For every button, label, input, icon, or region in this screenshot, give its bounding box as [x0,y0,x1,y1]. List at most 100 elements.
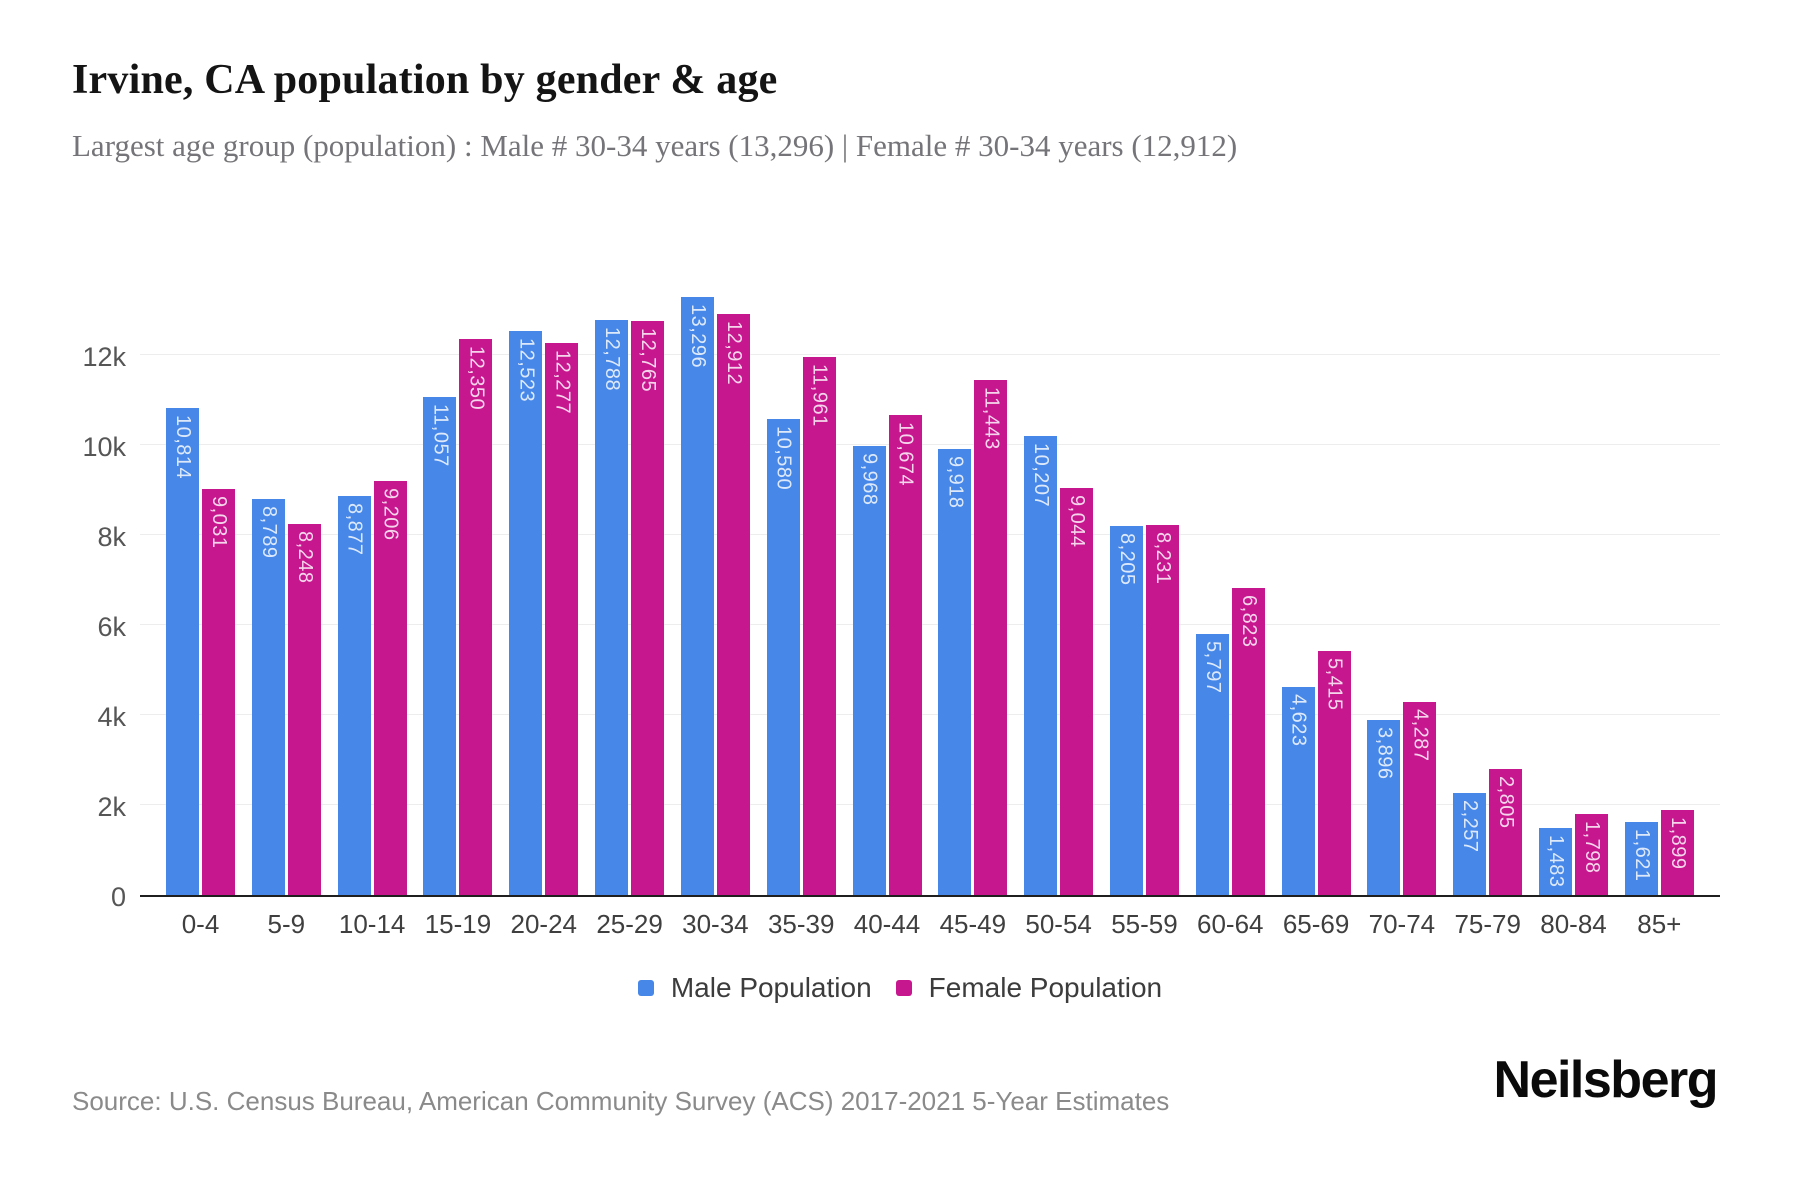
bar-group-40-44: 9,968 10,674 40-44 [852,257,922,939]
bar-value-label: 4,287 [1409,709,1432,762]
x-axis-label-40-44: 40-44 [853,909,921,939]
bar-group-25-29: 12,788 12,765 25-29 [595,257,665,939]
bar-value-label: 3,896 [1373,727,1396,780]
x-axis-label-45-49: 45-49 [939,909,1007,939]
chart-region: 0 2k 4k 6k 8k 10k 12k 10,814 9,031 0-4 8,789 8,248… [0,257,1800,939]
bar-value-label: 11,443 [980,387,1003,450]
bar-female-0-4[interactable]: 9,031 [202,489,235,895]
bar-value-label: 10,207 [1030,443,1053,508]
bar-male-50-54[interactable]: 10,207 [1024,436,1058,895]
bar-female-50-54[interactable]: 9,044 [1060,488,1094,895]
bar-group-75-79: 2,257 2,805 75-79 [1453,257,1523,939]
x-axis-label-0-4: 0-4 [181,909,220,939]
bar-male-55-59[interactable]: 8,205 [1109,526,1143,895]
bar-value-label: 12,912 [722,321,745,386]
bar-female-85[interactable]: 1,899 [1660,810,1694,895]
bar-male-75-79[interactable]: 2,257 [1453,793,1487,895]
bar-male-85[interactable]: 1,621 [1624,822,1658,895]
bar-female-55-59[interactable]: 8,231 [1145,525,1179,895]
bar-group-15-19: 11,057 12,350 15-19 [423,257,493,939]
bar-value-label: 1,899 [1666,817,1689,870]
bar-value-label: 11,057 [429,404,452,467]
bar-female-5-9[interactable]: 8,248 [287,524,321,895]
bar-male-70-74[interactable]: 3,896 [1367,720,1401,895]
bar-value-label: 12,277 [551,350,574,415]
x-axis-label-15-19: 15-19 [424,909,492,939]
gridline-2k [140,804,1720,805]
bar-female-70-74[interactable]: 4,287 [1403,702,1437,895]
bar-female-30-34[interactable]: 12,912 [716,314,750,895]
bar-male-5-9[interactable]: 8,789 [251,499,285,895]
bar-group-60-64: 5,797 6,823 60-64 [1195,257,1265,939]
bar-value-label: 11,961 [808,364,831,427]
bar-group-10-14: 8,877 9,206 10-14 [337,257,407,939]
bar-male-0-4[interactable]: 10,814 [166,408,199,895]
bar-female-60-64[interactable]: 6,823 [1231,588,1265,895]
bar-value-label: 9,918 [944,456,967,509]
bar-female-35-39[interactable]: 11,961 [802,357,836,895]
bar-female-10-14[interactable]: 9,206 [373,481,407,895]
bar-group-65-69: 4,623 5,415 65-69 [1281,257,1351,939]
gridline-6k [140,624,1720,625]
x-axis-label-55-59: 55-59 [1111,909,1178,939]
bar-male-45-49[interactable]: 9,918 [938,449,972,895]
source-text: Source: U.S. Census Bureau, American Com… [72,1086,1170,1116]
bar-value-label: 1,798 [1581,821,1603,874]
y-axis: 0 2k 4k 6k 8k 10k 12k [0,257,126,912]
legend-marker-icon [895,980,912,996]
bar-group-50-54: 10,207 9,044 50-54 [1024,257,1094,939]
gridline-8k [140,534,1720,535]
bar-female-65-69[interactable]: 5,415 [1317,651,1351,895]
y-axis-tick-12k: 12k [82,342,126,372]
gridline-4k [140,714,1720,715]
bar-value-label: 10,580 [772,426,795,491]
bar-female-40-44[interactable]: 10,674 [888,415,922,895]
x-axis-label-65-69: 65-69 [1282,909,1350,939]
plot-area: 10,814 9,031 0-4 8,789 8,248 5-9 8,877 9,206 10-… [140,257,1720,939]
y-axis-tick-8k: 8k [97,522,126,552]
bar-value-label: 5,797 [1201,641,1224,694]
x-axis-label-50-54: 50-54 [1025,909,1092,939]
bar-female-75-79[interactable]: 2,805 [1489,769,1523,895]
bar-male-80-84[interactable]: 1,483 [1539,828,1572,895]
page-title: Irvine, CA population by gender & age [72,57,778,103]
bar-group-45-49: 9,918 11,443 45-49 [938,257,1008,939]
bar-value-label: 9,031 [208,496,230,549]
bar-male-35-39[interactable]: 10,580 [766,419,800,895]
bar-group-70-74: 3,896 4,287 70-74 [1367,257,1437,939]
bar-value-label: 12,765 [637,328,660,393]
y-axis-tick-2k: 2k [97,792,126,822]
x-axis-label-60-64: 60-64 [1197,909,1264,939]
bar-value-label: 9,206 [379,488,402,541]
bar-male-65-69[interactable]: 4,623 [1281,687,1315,895]
bar-value-label: 2,805 [1495,776,1518,829]
y-axis-tick-6k: 6k [97,612,126,642]
bar-male-25-29[interactable]: 12,788 [595,320,629,895]
bar-female-25-29[interactable]: 12,765 [631,321,665,895]
bar-value-label: 9,968 [858,453,881,506]
legend: Male Population Female Population [0,972,1800,1004]
bar-group-80-84: 1,483 1,798 80-84 [1539,257,1608,939]
bar-male-15-19[interactable]: 11,057 [423,397,457,895]
bar-male-60-64[interactable]: 5,797 [1195,634,1229,895]
bar-male-30-34[interactable]: 13,296 [680,297,714,895]
bar-value-label: 12,350 [465,346,488,411]
bar-female-45-49[interactable]: 11,443 [974,380,1008,895]
x-axis-label-5-9: 5-9 [267,909,306,939]
bar-male-40-44[interactable]: 9,968 [852,446,886,895]
bar-value-label: 6,823 [1237,595,1260,648]
bar-male-20-24[interactable]: 12,523 [509,331,543,895]
bar-group-85: 1,621 1,899 85+ [1624,257,1694,939]
bar-group-30-34: 13,296 12,912 30-34 [680,257,750,939]
bar-female-80-84[interactable]: 1,798 [1575,814,1608,895]
bar-female-15-19[interactable]: 12,350 [459,339,493,895]
legend-item-female-population[interactable]: Female Population [895,972,1163,1004]
legend-label: Female Population [928,972,1163,1003]
bar-value-label: 12,788 [601,327,624,392]
bar-value-label: 8,248 [293,531,316,584]
x-axis-label-80-84: 80-84 [1540,909,1607,939]
bar-male-10-14[interactable]: 8,877 [337,496,371,895]
bar-female-20-24[interactable]: 12,277 [545,343,579,895]
legend-item-male-population[interactable]: Male Population [637,972,872,1004]
